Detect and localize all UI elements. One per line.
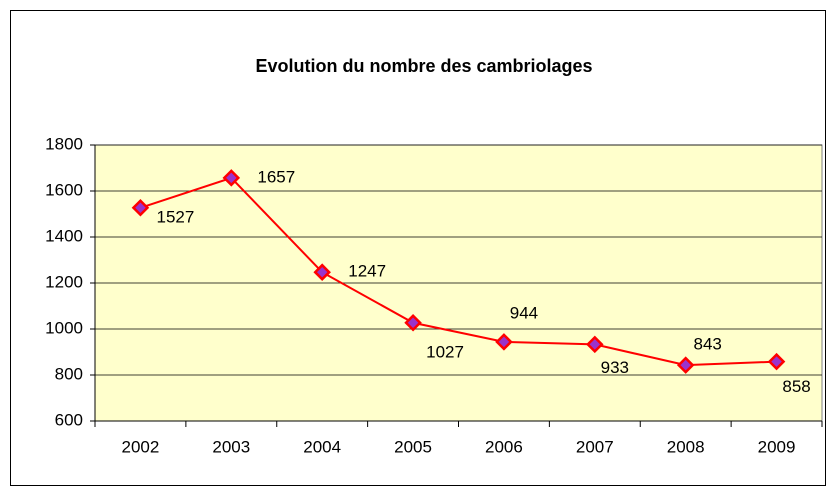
marker: [767, 352, 786, 371]
x-tick-label: 2002: [122, 437, 160, 456]
y-tick-label: 1400: [45, 226, 83, 245]
y-tick-label: 1600: [45, 180, 83, 199]
marker: [676, 356, 695, 374]
data-label: 1657: [257, 167, 295, 186]
x-tick-label: 2009: [758, 437, 796, 456]
data-label: 1247: [348, 262, 386, 281]
x-tick-label: 2008: [667, 437, 705, 456]
y-tick-label: 1200: [45, 272, 83, 291]
x-tick-label: 2003: [212, 437, 250, 456]
y-tick-label: 600: [55, 410, 83, 429]
marker: [131, 199, 150, 217]
chart-title: Evolution du nombre des cambriolages: [255, 56, 592, 76]
data-label: 944: [510, 303, 538, 322]
y-tick-label: 1800: [45, 134, 83, 153]
line: [140, 176, 777, 367]
data-label: 933: [601, 358, 629, 377]
x-tick-label: 2005: [394, 437, 432, 456]
marker: [404, 314, 422, 332]
x-tick-label: 2007: [576, 437, 614, 456]
y-tick-label: 800: [55, 364, 83, 383]
data-label: 1527: [157, 207, 195, 226]
data-label: 858: [782, 377, 810, 396]
marker: [586, 335, 604, 354]
marker: [313, 263, 331, 281]
y-tick-label: 1000: [45, 318, 83, 337]
data-label: 1027: [426, 342, 464, 361]
x-tick-label: 2006: [485, 437, 523, 456]
data-label: 843: [694, 335, 722, 354]
marker: [495, 333, 513, 351]
marker: [222, 169, 241, 187]
x-tick-label: 2004: [303, 437, 341, 456]
